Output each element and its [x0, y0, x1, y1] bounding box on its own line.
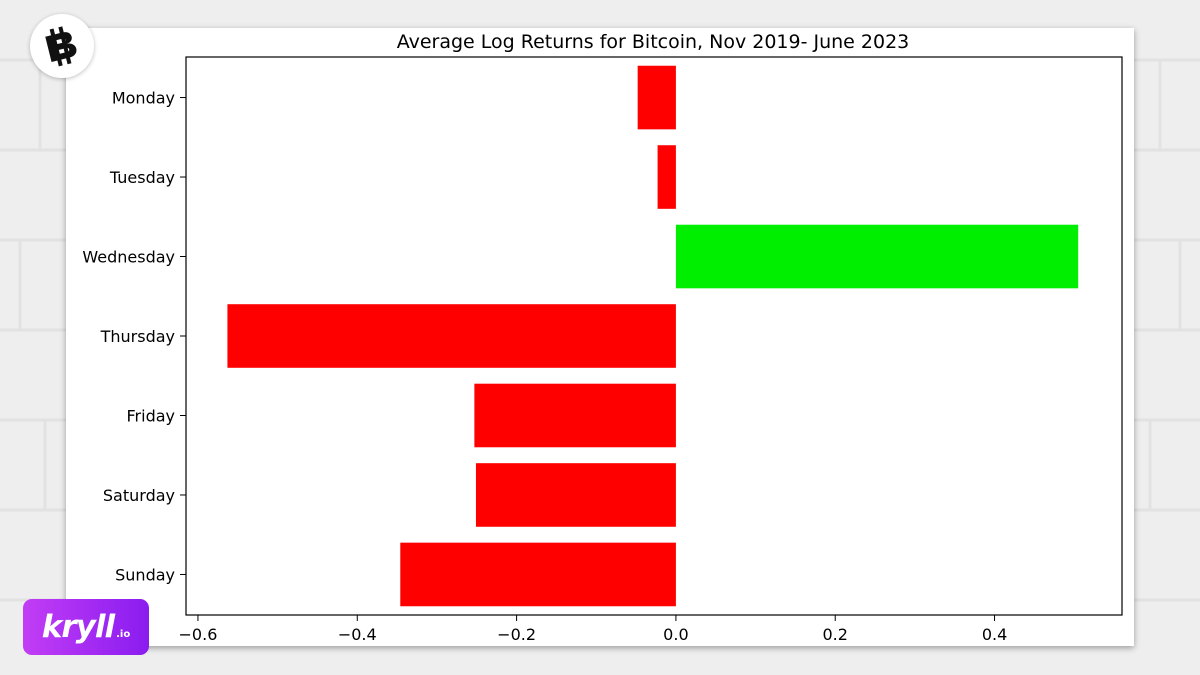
x-tick-label: 0.2 — [822, 625, 847, 644]
plot-area: Monday Tuesday Wednesday Thursday Friday Satu… — [82, 56, 1123, 644]
bitcoin-logo-badge — [30, 14, 94, 78]
x-tick-label: 0.0 — [663, 625, 688, 644]
y-tick-label-tuesday: Tuesday — [109, 168, 175, 187]
plot-frame — [185, 56, 1123, 616]
bar-wednesday — [675, 224, 1079, 289]
kryll-logo-badge: kryll .io — [23, 599, 149, 655]
x-tick-label: 0.4 — [982, 625, 1007, 644]
bar-chart: Average Log Returns for Bitcoin, Nov 201… — [82, 31, 1123, 644]
bar-friday — [474, 383, 676, 448]
bar-tuesday — [657, 145, 676, 209]
x-tick-label: −0.6 — [179, 625, 218, 644]
bar-monday — [637, 65, 676, 130]
kryll-logo-suffix: .io — [116, 628, 131, 640]
bar-thursday — [227, 304, 676, 368]
y-tick-label-wednesday: Wednesday — [82, 248, 175, 267]
y-tick-label-friday: Friday — [127, 406, 176, 425]
chart-title: Average Log Returns for Bitcoin, Nov 201… — [397, 31, 910, 53]
y-tick-label-saturday: Saturday — [103, 486, 175, 505]
kryll-logo-text: kryll — [41, 609, 115, 645]
y-tick-label-monday: Monday — [112, 89, 175, 108]
x-tick-label: −0.2 — [497, 625, 536, 644]
chart-card: Average Log Returns for Bitcoin, Nov 201… — [66, 28, 1134, 646]
x-tick-label: −0.4 — [338, 625, 377, 644]
y-tick-label-sunday: Sunday — [115, 565, 175, 584]
bar-saturday — [475, 463, 676, 527]
bitcoin-logo-icon — [45, 26, 77, 67]
bar-sunday — [400, 542, 676, 607]
y-tick-label-thursday: Thursday — [100, 327, 175, 346]
